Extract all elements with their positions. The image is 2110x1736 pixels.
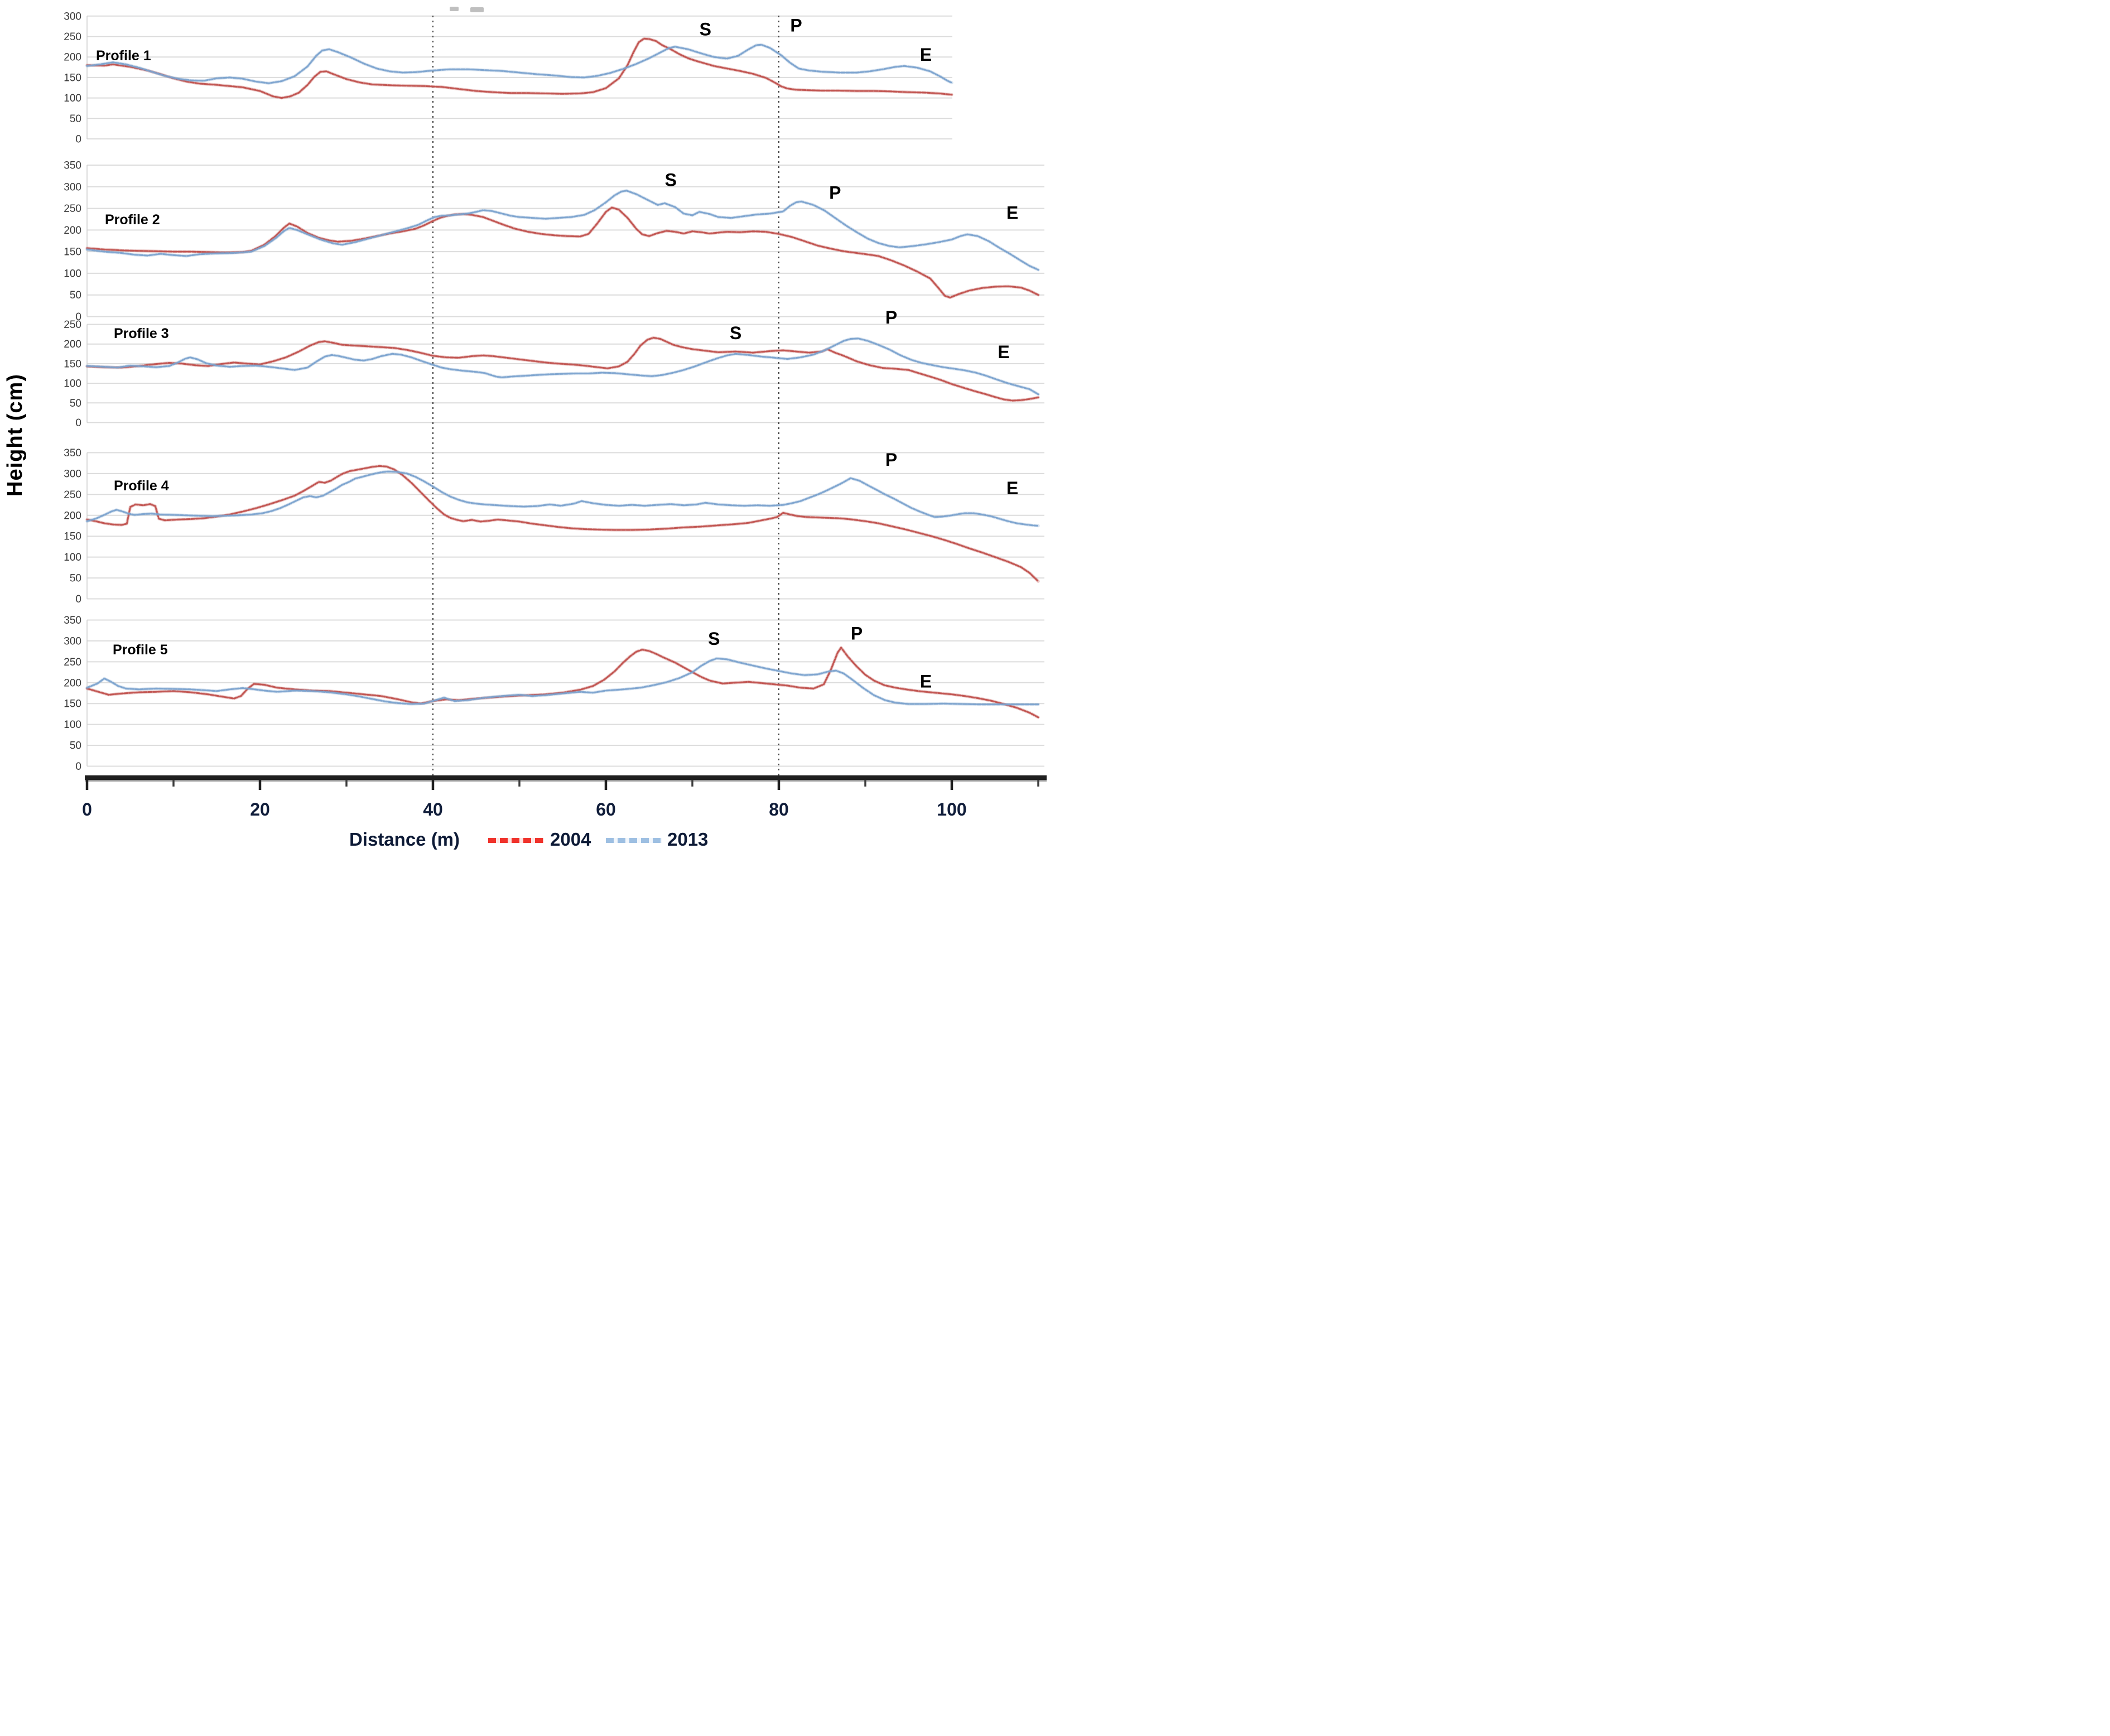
y-tick-label: 50 <box>70 398 81 409</box>
annotation-P: P <box>790 16 802 36</box>
profile-title: Profile 5 <box>113 642 168 658</box>
series-2013-line <box>86 190 1039 271</box>
y-tick-label: 0 <box>75 311 81 323</box>
x-tick-label: 100 <box>937 799 966 819</box>
y-axis-title: Height (cm) <box>3 374 27 496</box>
annotation-E: E <box>920 672 932 692</box>
profile-title: Profile 2 <box>105 212 160 228</box>
series-2004-line <box>86 206 1039 298</box>
profile-4-chart: 350 300 250 200 150 100 50 0 Profile 4 P E <box>64 447 1040 605</box>
profile-title: Profile 3 <box>114 326 169 341</box>
y-tick-label: 150 <box>64 358 81 370</box>
profile-4-grid <box>86 452 1044 600</box>
y-tick-label: 0 <box>75 594 81 605</box>
y-tick-label: 100 <box>64 268 81 279</box>
profile-title: Profile 1 <box>96 48 151 64</box>
y-tick-label: 350 <box>64 615 81 626</box>
y-tick-label: 50 <box>70 113 81 125</box>
profile-3-chart: 250 200 150 100 50 0 Profile 3 S P E <box>64 307 1040 429</box>
series-2013-line <box>86 657 1039 706</box>
series-2013-line <box>86 44 953 84</box>
y-tick-label: 250 <box>64 489 81 501</box>
annotation-P: P <box>885 450 897 470</box>
y-tick-label: 350 <box>64 447 81 459</box>
profile-1-chart: 300 250 200 150 100 50 0 Profile 1 S P E <box>64 11 953 146</box>
legend-label-2004: 2004 <box>550 829 591 850</box>
y-tick-label: 250 <box>64 657 81 668</box>
series-2004-line <box>86 465 1039 582</box>
profile-5-grid <box>86 619 1044 767</box>
x-axis: 0 20 40 60 80 100 <box>82 775 1047 819</box>
y-tick-label: 0 <box>75 761 81 773</box>
profile-2-grid <box>86 165 1044 317</box>
y-tick-label: 50 <box>70 740 81 752</box>
y-tick-label: 200 <box>64 52 81 64</box>
y-tick-label: 200 <box>64 225 81 237</box>
y-tick-label: 300 <box>64 181 81 193</box>
legend: Distance (m) 2004 2013 <box>0 826 1055 859</box>
x-tick-label: 20 <box>250 799 270 819</box>
series-2004-halo <box>85 37 953 100</box>
series-2004-halo <box>85 464 1040 583</box>
scan-smudge-2 <box>470 7 484 12</box>
y-tick-label: 50 <box>70 573 81 585</box>
x-axis-title: Distance (m) <box>349 829 460 850</box>
profile-title: Profile 4 <box>114 478 169 494</box>
annotation-E: E <box>920 45 932 65</box>
annotation-P: P <box>829 183 841 203</box>
y-tick-label: 150 <box>64 72 81 84</box>
annotation-S: S <box>730 323 741 343</box>
y-tick-label: 100 <box>64 552 81 563</box>
legend-swatch-2004 <box>488 838 544 843</box>
y-tick-label: 50 <box>70 290 81 301</box>
series-2004-line <box>86 336 1039 402</box>
series-2004-line <box>86 647 1039 718</box>
annotation-S: S <box>708 629 720 649</box>
profiles-figure: 300 250 200 150 100 50 0 Profile 1 S P E 350 300 250 2… <box>0 0 1055 868</box>
x-tick-label: 0 <box>82 799 92 819</box>
y-tick-label: 150 <box>64 531 81 543</box>
y-tick-label: 200 <box>64 339 81 350</box>
y-tick-label: 0 <box>75 417 81 429</box>
y-tick-label: 200 <box>64 510 81 522</box>
scan-smudge-1 <box>450 7 459 11</box>
x-tick-label: 40 <box>423 799 443 819</box>
y-tick-label: 250 <box>64 31 81 43</box>
series-2013-halo <box>85 470 1040 528</box>
y-tick-label: 250 <box>64 203 81 215</box>
y-tick-label: 300 <box>64 468 81 480</box>
annotation-P: P <box>885 307 897 327</box>
annotation-S: S <box>665 170 677 190</box>
series-2013-line <box>86 470 1039 527</box>
x-axis-bar <box>85 775 1047 780</box>
annotation-E: E <box>1006 478 1018 498</box>
profile-5-chart: 350 300 250 200 150 100 50 0 Profile 5 S P E <box>64 615 1040 773</box>
y-tick-label: 0 <box>75 134 81 146</box>
y-tick-label: 250 <box>64 319 81 331</box>
y-tick-label: 150 <box>64 698 81 710</box>
legend-swatch-2013 <box>606 838 662 843</box>
x-axis-bar-shadow <box>85 780 1047 782</box>
y-tick-label: 100 <box>64 719 81 731</box>
y-tick-label: 100 <box>64 93 81 104</box>
x-tick-label: 80 <box>769 799 789 819</box>
y-tick-label: 200 <box>64 677 81 689</box>
series-2004-line <box>86 37 953 99</box>
legend-label-2013: 2013 <box>667 829 709 850</box>
y-tick-label: 100 <box>64 378 81 390</box>
y-tick-label: 150 <box>64 247 81 258</box>
y-tick-label: 350 <box>64 160 81 172</box>
annotation-P: P <box>851 623 863 643</box>
y-tick-label: 300 <box>64 11 81 22</box>
y-tick-label: 300 <box>64 635 81 647</box>
annotation-E: E <box>1006 202 1018 223</box>
x-tick-label: 60 <box>596 799 616 819</box>
annotation-S: S <box>700 19 711 39</box>
annotation-E: E <box>998 342 1009 362</box>
profile-2-chart: 350 300 250 200 150 100 50 0 Profile 2 S P E <box>64 160 1040 323</box>
series-2013-line <box>86 337 1039 396</box>
